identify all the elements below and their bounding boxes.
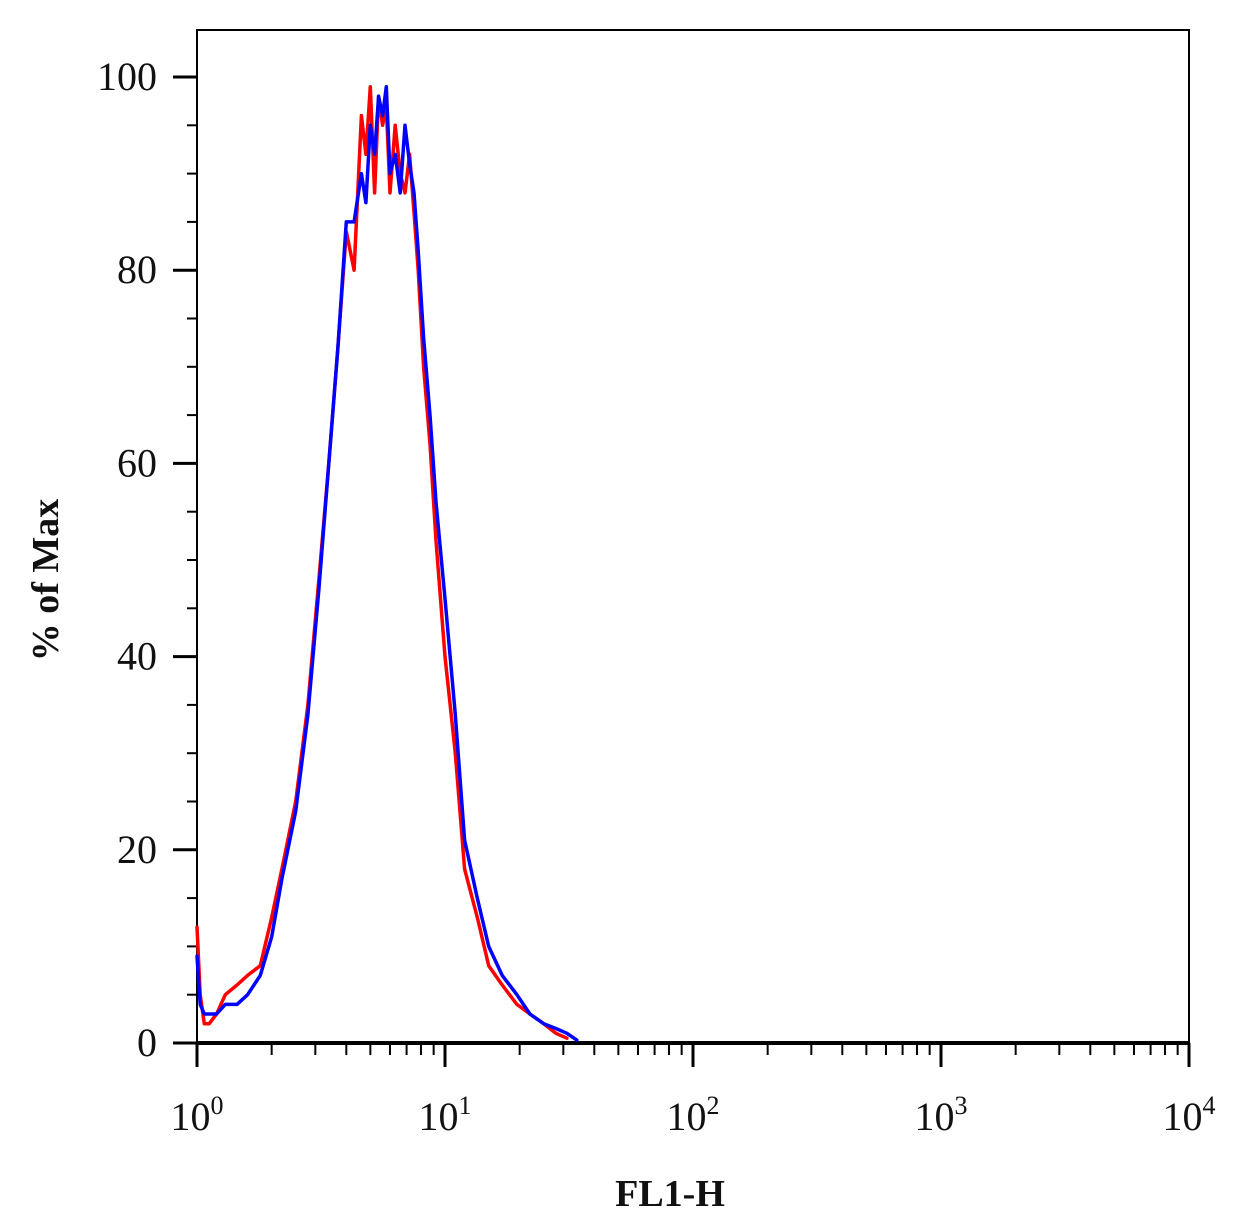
x-tick-label: 101 <box>419 1091 472 1139</box>
x-axis-title: FL1-H <box>615 1173 725 1215</box>
y-tick-label: 20 <box>117 827 157 872</box>
x-tick-label: 104 <box>1163 1091 1216 1139</box>
x-tick-label: 100 <box>171 1091 224 1139</box>
y-tick-label: 40 <box>117 634 157 679</box>
series-line-2 <box>195 84 579 1042</box>
y-axis-title: % of Max <box>25 499 67 662</box>
y-tick-labels: 0 20 40 60 80 100 <box>97 54 157 1065</box>
x-tick-label: 102 <box>667 1091 720 1139</box>
y-tick-label: 80 <box>117 247 157 292</box>
x-tick-label: 103 <box>915 1091 968 1139</box>
y-tick-label: 0 <box>137 1020 157 1065</box>
y-tick-label: 60 <box>117 440 157 485</box>
major-ticks <box>173 75 1191 1067</box>
x-tick-labels: 100 101 102 103 104 <box>171 1091 1216 1139</box>
y-tick-label: 100 <box>97 54 157 99</box>
series-layer <box>195 84 579 1042</box>
